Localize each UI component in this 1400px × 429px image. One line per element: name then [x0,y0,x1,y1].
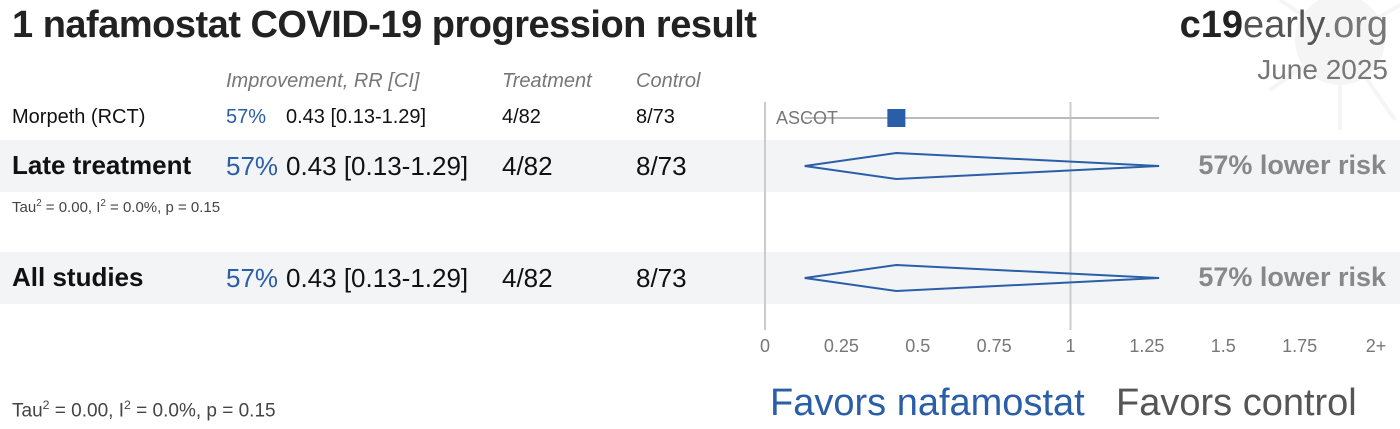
group-risk-summary: 57% lower risk [1198,150,1386,180]
brand-logo: c19early.org [1180,4,1388,47]
x-tick-label: 2+ [1366,336,1387,356]
x-tick-label: 1.25 [1129,336,1164,356]
virus-watermark-icon [1268,0,1400,130]
favors-control-label: Favors control [1116,382,1357,424]
x-tick-label: 1 [1065,336,1075,356]
group-rr-ci: 0.43 [0.13-1.29] [286,263,469,293]
group-control: 8/73 [636,151,687,181]
favors-treatment-label: Favors nafamostat [770,382,1085,424]
page-title: 1 nafamostat COVID-19 progression result [12,4,757,46]
x-tick-label: 0.5 [905,336,930,356]
group-heterogeneity: Tau2 = 0.00, I2 = 0.0%, p = 0.15 [12,198,221,216]
study-improvement-pct: 57% [226,106,267,128]
brand-suffix: early [1242,4,1323,46]
late-treatment-band [0,140,1400,192]
x-tick-label: 0.25 [824,336,859,356]
group-name: Late treatment [12,150,192,180]
group-improvement-pct: 57% [226,151,279,181]
group-treatment: 4/82 [502,263,553,293]
group-name: All studies [12,262,144,292]
group-control: 8/73 [636,263,687,293]
group-risk-summary: 57% lower risk [1198,262,1386,292]
group-improvement-pct: 57% [226,263,279,293]
study-rr-ci: 0.43 [0.13-1.29] [286,106,427,128]
x-tick-label: 0.75 [977,336,1012,356]
all-studies-band [0,252,1400,304]
col-header-improvement: Improvement, RR [CI] [226,70,420,92]
study-treatment: 4/82 [502,106,541,128]
study-control: 8/73 [636,106,675,128]
brand-tld: .org [1322,4,1388,46]
col-header-control: Control [636,70,701,92]
publication-date: June 2025 [1257,54,1388,85]
x-tick-label: 0 [760,336,770,356]
x-tick-label: 1.5 [1211,336,1236,356]
summary-diamond [804,263,1160,293]
study-name: Morpeth (RCT) [12,106,146,128]
summary-diamond [804,151,1160,181]
brand-prefix: c19 [1179,4,1243,46]
col-header-treatment: Treatment [502,70,592,92]
group-treatment: 4/82 [502,151,553,181]
overall-heterogeneity: Tau2 = 0.00, I2 = 0.0%, p = 0.15 [12,398,276,422]
group-rr-ci: 0.43 [0.13-1.29] [286,151,469,181]
x-tick-label: 1.75 [1282,336,1317,356]
study-point-marker [887,109,906,127]
study-label: ASCOT [776,108,838,128]
